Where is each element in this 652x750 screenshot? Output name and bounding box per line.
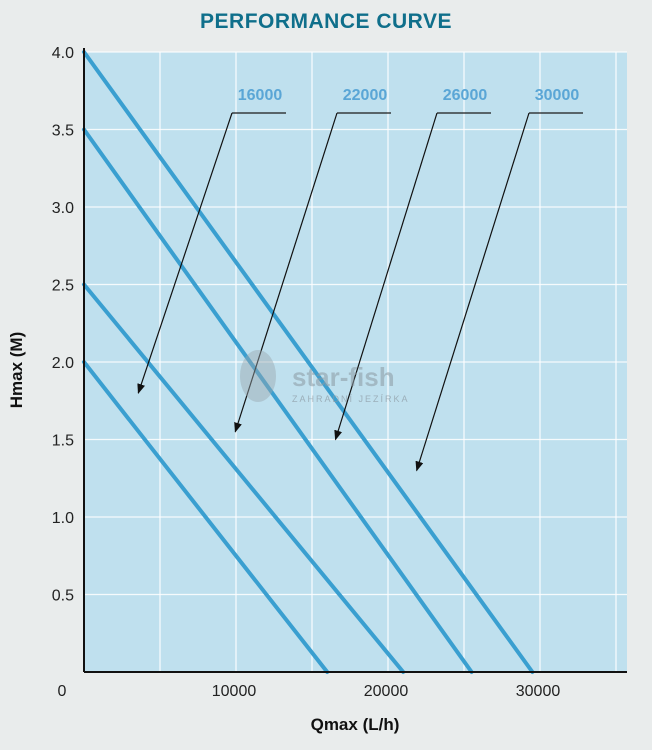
legend-label-26000: 26000: [443, 87, 488, 104]
legend: 16000 22000 26000 30000: [137, 87, 583, 472]
series-line-26000: [82, 127, 474, 674]
x-tick-label: 0: [58, 683, 67, 700]
legend-label-22000: 22000: [343, 87, 388, 104]
x-tick-label: 30000: [516, 683, 561, 700]
series-lines: [82, 50, 535, 674]
legend-label-16000: 16000: [238, 87, 283, 104]
y-tick-label: 4.0: [52, 45, 74, 62]
x-axis-label: Qmax (L/h): [311, 715, 400, 734]
series-line-30000: [82, 50, 535, 674]
x-tick-label: 10000: [212, 683, 257, 700]
legend-arrow-26000: [334, 112, 438, 441]
watermark-brand: star-fish: [292, 362, 395, 392]
series-line-22000: [82, 282, 406, 674]
watermark: star-fish ZAHRADNÍ JEZÍRKA: [240, 350, 410, 404]
legend-label-30000: 30000: [535, 87, 580, 104]
y-tick-label: 2.0: [52, 355, 74, 372]
watermark-tagline: ZAHRADNÍ JEZÍRKA: [292, 394, 410, 404]
legend-arrow-16000: [137, 112, 233, 394]
series-line-16000: [82, 360, 330, 674]
y-tick-label: 1.0: [52, 510, 74, 527]
legend-arrow-22000: [234, 112, 338, 433]
y-axis-label: Hmax (M): [7, 332, 26, 409]
y-tick-label: 0.5: [52, 588, 74, 605]
chart-title: PERFORMANCE CURVE: [200, 10, 452, 33]
axes: [83, 48, 627, 673]
y-tick-label: 3.5: [52, 123, 74, 140]
legend-arrow-30000: [415, 112, 530, 472]
x-tick-label: 20000: [364, 683, 409, 700]
grid-lines: [84, 51, 627, 672]
y-tick-label: 2.5: [52, 278, 74, 295]
y-tick-label: 3.0: [52, 200, 74, 217]
fish-logo-icon: [240, 350, 276, 402]
tick-labels: 0.5 1.0 1.5 2.0 2.5 3.0 3.5 4.0 0 10000 20000 30000: [52, 45, 561, 700]
y-tick-label: 1.5: [52, 433, 74, 450]
